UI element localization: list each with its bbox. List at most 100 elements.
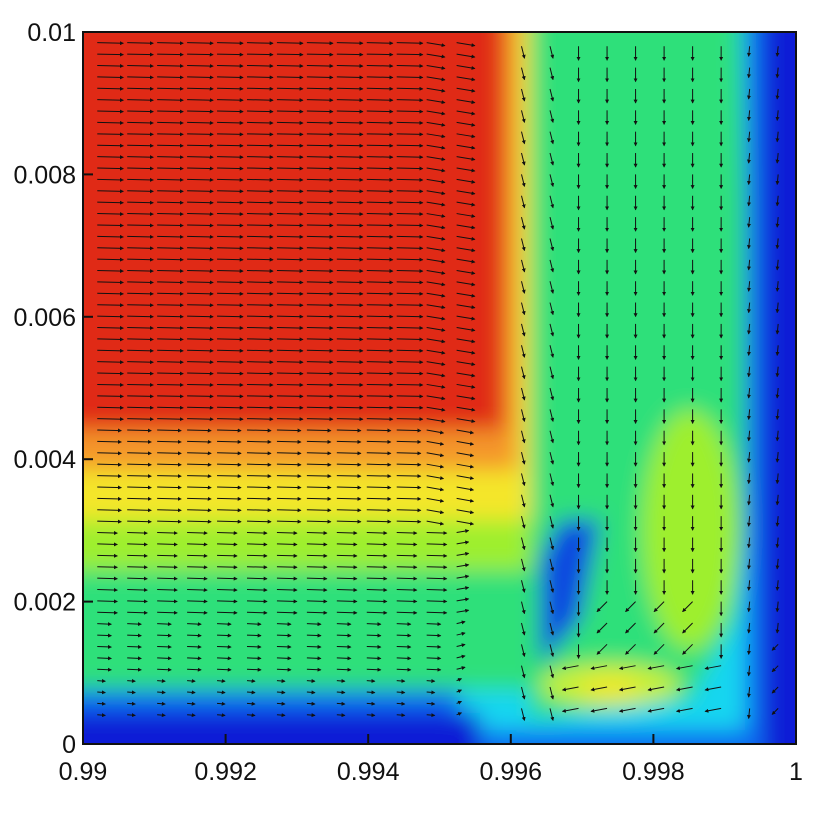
velocity-arrow [246, 98, 274, 103]
velocity-arrow [276, 132, 304, 137]
velocity-arrow [276, 474, 302, 479]
velocity-arrow [127, 337, 154, 342]
velocity-arrow [521, 665, 526, 679]
velocity-arrow [276, 348, 304, 353]
x-tick-label: 0.994 [337, 758, 400, 786]
velocity-arrow [127, 348, 154, 353]
velocity-arrow [746, 452, 751, 463]
velocity-arrow [426, 87, 446, 93]
velocity-arrow [456, 631, 466, 636]
velocity-arrow [426, 531, 448, 536]
velocity-arrow [306, 508, 332, 513]
velocity-arrow [396, 405, 424, 410]
velocity-arrow [456, 338, 476, 344]
velocity-arrow [561, 707, 579, 713]
velocity-arrow [187, 701, 196, 706]
velocity-arrow [246, 576, 268, 581]
velocity-arrow [336, 656, 352, 661]
velocity-arrow [625, 601, 636, 613]
velocity-arrow [336, 382, 364, 387]
velocity-arrow [187, 280, 214, 285]
velocity-arrow [217, 52, 244, 57]
velocity-arrow [306, 382, 334, 387]
velocity-arrow [157, 41, 184, 46]
velocity-arrow [97, 86, 124, 91]
velocity-arrow [276, 257, 304, 262]
velocity-arrow [396, 485, 422, 490]
velocity-arrow [336, 690, 346, 695]
velocity-arrow [336, 143, 364, 148]
velocity-arrow [97, 326, 124, 331]
velocity-arrow [521, 216, 526, 230]
velocity-arrow [396, 690, 406, 695]
velocity-arrow [306, 678, 316, 683]
velocity-arrow [426, 463, 445, 469]
velocity-arrow [246, 212, 274, 217]
velocity-arrow [675, 665, 693, 671]
velocity-arrow [549, 494, 555, 508]
velocity-arrow [596, 643, 608, 655]
velocity-arrow [426, 190, 446, 196]
velocity-arrow [366, 394, 394, 399]
velocity-arrow [396, 462, 422, 467]
velocity-arrow [336, 610, 358, 615]
velocity-arrow [426, 701, 436, 706]
velocity-arrow [157, 337, 184, 342]
velocity-arrow [306, 531, 328, 536]
velocity-arrow [276, 280, 304, 285]
velocity-arrow [396, 508, 422, 513]
velocity-arrow [217, 41, 244, 46]
velocity-arrow [336, 75, 364, 80]
velocity-arrow [675, 686, 693, 692]
velocity-arrow [217, 439, 242, 444]
velocity-arrow [246, 644, 262, 649]
velocity-arrow [746, 259, 751, 271]
velocity-arrow [306, 269, 334, 274]
velocity-arrow [97, 223, 124, 228]
velocity-arrow [775, 46, 780, 57]
velocity-arrow [549, 88, 555, 102]
velocity-arrow [775, 409, 780, 421]
velocity-arrow [366, 98, 394, 103]
velocity-arrow [187, 542, 208, 547]
velocity-arrow [276, 98, 304, 103]
velocity-arrow [456, 689, 463, 694]
velocity-arrow [456, 700, 463, 705]
velocity-arrow [396, 417, 424, 422]
velocity-arrow [456, 383, 476, 389]
velocity-arrow [775, 558, 780, 570]
velocity-arrow [336, 314, 364, 319]
velocity-arrow [97, 542, 118, 547]
velocity-arrow [746, 217, 751, 228]
velocity-arrow [157, 587, 178, 592]
velocity-arrow [396, 474, 422, 479]
velocity-arrow [396, 633, 412, 638]
velocity-arrow [426, 292, 446, 298]
velocity-arrow [396, 98, 424, 103]
velocity-arrow [217, 98, 244, 103]
velocity-arrow [521, 345, 526, 358]
velocity-arrow [426, 667, 442, 672]
velocity-arrow [521, 686, 526, 700]
velocity-arrow [521, 644, 526, 657]
velocity-arrow [306, 565, 328, 570]
velocity-arrow [246, 257, 274, 262]
velocity-arrow [336, 109, 364, 114]
velocity-arrow [426, 64, 446, 70]
velocity-arrow [97, 63, 124, 68]
velocity-arrow [127, 212, 154, 217]
velocity-arrow [549, 366, 555, 380]
velocity-arrow [771, 686, 779, 694]
velocity-arrow [456, 418, 476, 424]
velocity-arrow [217, 223, 244, 228]
velocity-arrow [246, 109, 274, 114]
velocity-arrow [746, 601, 751, 613]
velocity-arrow [246, 519, 272, 524]
velocity-arrow [246, 405, 274, 410]
velocity-arrow [127, 428, 152, 433]
velocity-arrow [746, 644, 751, 655]
velocity-arrow [217, 200, 244, 205]
velocity-arrow [97, 177, 124, 182]
velocity-arrow [217, 155, 244, 160]
velocity-vectors [97, 41, 780, 722]
